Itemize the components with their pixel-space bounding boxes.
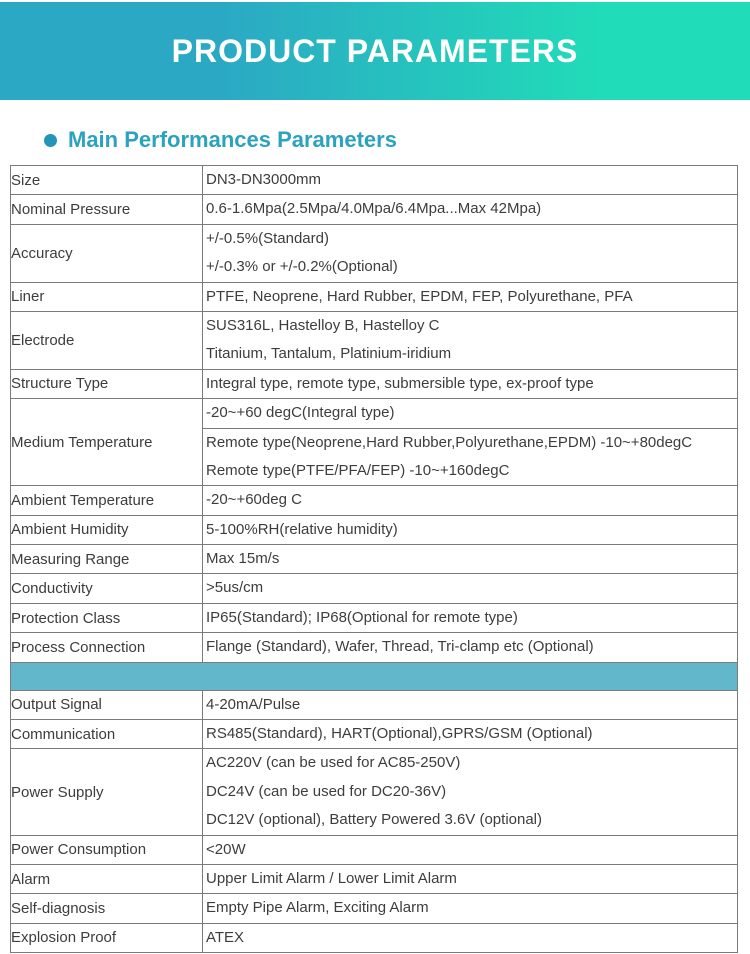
param-value-cell: SUS316L, Hastelloy B, Hastelloy C Titaniu… — [202, 310, 738, 370]
param-value-line: <20W — [206, 840, 246, 858]
param-value-cell: 0.6-1.6Mpa(2.5Mpa/4.0Mpa/6.4Mpa...Max 42… — [202, 194, 738, 225]
table-row: Measuring Range Max 15m/s — [10, 544, 738, 575]
parameters-table-body: Size DN3-DN3000mm Nominal Pressure 0.6-1.6M… — [10, 164, 738, 954]
param-label-cell: Ambient Temperature — [10, 485, 203, 516]
param-value-cell: Integral type, remote type, submersible … — [202, 368, 738, 400]
param-value-line: Upper Limit Alarm / Lower Limit Alarm — [206, 869, 457, 887]
table-row: Medium Temperature -20~+60 degC(Integral … — [10, 398, 738, 487]
param-label-cell: Explosion Proof — [10, 922, 203, 954]
param-label-cell: Output Signal — [10, 689, 203, 721]
param-label-cell: Process Connection — [10, 632, 203, 663]
param-value-cell: -20~+60deg C — [202, 485, 738, 516]
param-value-cell: Flange (Standard), Wafer, Thread, Tri-cl… — [202, 632, 738, 663]
table-row: Power Supply AC220V (can be used for AC85… — [10, 748, 738, 836]
param-value-line: -20~+60 degC(Integral type) — [206, 404, 395, 422]
param-value-cell: +/-0.5%(Standard) +/-0.3% or +/-0.2%(Opti… — [202, 223, 738, 283]
param-label-cell: Ambient Humidity — [10, 514, 203, 546]
param-value-cell: -20~+60 degC(Integral type) — [202, 398, 738, 429]
param-value-line: Titanium, Tantalum, Platinium-iridium — [206, 345, 452, 363]
param-value-cell: PTFE, Neoprene, Hard Rubber, EPDM, FEP, … — [202, 281, 738, 312]
param-value-line: DC24V (can be used for DC20-36V) — [206, 782, 447, 800]
table-row: Ambient Humidity 5-100%RH(relative humidi… — [10, 514, 738, 546]
table-row: Accuracy +/-0.5%(Standard) +/-0.3% or +/-0… — [10, 223, 738, 283]
param-label-cell: Liner — [10, 281, 203, 312]
param-value-line: >5us/cm — [206, 579, 264, 597]
section-band — [10, 661, 738, 691]
table-row: Ambient Temperature -20~+60deg C — [10, 485, 738, 516]
param-label-cell: Accuracy — [10, 223, 203, 283]
param-label-cell: Self-diagnosis — [10, 893, 203, 924]
param-value-cell: Remote type(Neoprene,Hard Rubber,Polyure… — [202, 427, 738, 487]
param-value-line: +/-0.3% or +/-0.2%(Optional) — [206, 258, 398, 276]
param-value-cell: Max 15m/s — [202, 544, 738, 575]
param-value-line: Empty Pipe Alarm, Exciting Alarm — [206, 899, 429, 917]
param-label-cell: Power Consumption — [10, 834, 203, 865]
param-label-cell: Protection Class — [10, 602, 203, 634]
param-value-line: IP65(Standard); IP68(Optional for remote… — [206, 608, 518, 626]
param-value-cell: 5-100%RH(relative humidity) — [202, 514, 738, 546]
param-value-cell: >5us/cm — [202, 573, 738, 604]
param-value-line: SUS316L, Hastelloy B, Hastelloy C — [206, 316, 440, 334]
param-value-line: 0.6-1.6Mpa(2.5Mpa/4.0Mpa/6.4Mpa...Max 42… — [206, 200, 542, 218]
table-row: Conductivity >5us/cm — [10, 573, 738, 604]
table-row: Nominal Pressure 0.6-1.6Mpa(2.5Mpa/4.0Mpa… — [10, 194, 738, 225]
param-label-cell: Structure Type — [10, 368, 203, 400]
param-label-cell: Measuring Range — [10, 544, 203, 575]
param-value-line: Remote type(Neoprene,Hard Rubber,Polyure… — [206, 433, 693, 451]
param-value-line: DC12V (optional), Battery Powered 3.6V (… — [206, 811, 543, 829]
table-row: Alarm Upper Limit Alarm / Lower Limit Ala… — [10, 863, 738, 895]
table-row: Structure Type Integral type, remote type… — [10, 368, 738, 400]
section-title: Main Performances Parameters — [68, 127, 397, 152]
param-label-cell: Conductivity — [10, 573, 203, 604]
param-value-cell: DN3-DN3000mm — [202, 164, 738, 196]
param-label-cell: Electrode — [10, 310, 203, 370]
param-value-cell: RS485(Standard), HART(Optional),GPRS/GSM… — [202, 719, 738, 750]
param-value-line: ATEX — [206, 928, 245, 946]
param-value-cell: IP65(Standard); IP68(Optional for remote… — [202, 602, 738, 634]
table-row: Communication RS485(Standard), HART(Optio… — [10, 719, 738, 750]
param-value-line: +/-0.5%(Standard) — [206, 229, 329, 247]
page-title: PRODUCT PARAMETERS — [171, 32, 579, 69]
param-label-cell: Communication — [10, 719, 203, 750]
table-row: Explosion Proof ATEX — [10, 922, 738, 954]
parameters-table: Size DN3-DN3000mm Nominal Pressure 0.6-1.6M… — [10, 164, 738, 954]
param-value-cell: Empty Pipe Alarm, Exciting Alarm — [202, 893, 738, 924]
param-value-line: Flange (Standard), Wafer, Thread, Tri-cl… — [206, 638, 594, 656]
param-value-line: 5-100%RH(relative humidity) — [206, 520, 398, 538]
table-row: Self-diagnosis Empty Pipe Alarm, Exciting… — [10, 893, 738, 924]
param-value-cell: <20W — [202, 834, 738, 865]
param-label-cell: Nominal Pressure — [10, 194, 203, 225]
param-label-cell: Size — [10, 164, 203, 196]
table-row: Protection Class IP65(Standard); IP68(Opt… — [10, 602, 738, 634]
param-label-cell: Medium Temperature — [10, 398, 203, 487]
param-value-line: Integral type, remote type, submersible … — [206, 374, 594, 392]
table-row: Process Connection Flange (Standard), Waf… — [10, 632, 738, 663]
param-value-line: Max 15m/s — [206, 550, 280, 568]
table-row: Liner PTFE, Neoprene, Hard Rubber, EPDM, … — [10, 281, 738, 312]
bullet-icon — [44, 133, 57, 147]
param-value-line: AC220V (can be used for AC85-250V) — [206, 754, 461, 772]
section-band-row — [10, 661, 738, 691]
param-label-cell: Alarm — [10, 863, 203, 895]
table-row: Electrode SUS316L, Hastelloy B, Hastelloy… — [10, 310, 738, 370]
table-row: Size DN3-DN3000mm — [10, 164, 738, 196]
param-value-line: RS485(Standard), HART(Optional),GPRS/GSM… — [206, 725, 593, 743]
param-label-cell: Power Supply — [10, 748, 203, 836]
param-value-cell: ATEX — [202, 922, 738, 954]
table-row: Remote type(Neoprene,Hard Rubber,Polyure… — [11, 427, 738, 487]
section-heading: Main Performances Parameters — [44, 127, 750, 153]
param-value-line: -20~+60deg C — [206, 491, 302, 509]
param-value-line: 4-20mA/Pulse — [206, 695, 301, 713]
param-value-cell: 4-20mA/Pulse — [202, 689, 738, 721]
param-value-line: DN3-DN3000mm — [206, 171, 322, 188]
page-banner: PRODUCT PARAMETERS — [0, 2, 750, 100]
param-value-cell: AC220V (can be used for AC85-250V) DC24V … — [202, 748, 738, 836]
param-value-cell: Upper Limit Alarm / Lower Limit Alarm — [202, 863, 738, 895]
table-row: Output Signal 4-20mA/Pulse — [10, 689, 738, 721]
param-value-line: Remote type(PTFE/PFA/FEP) -10~+160degC — [206, 461, 510, 479]
param-value-line: PTFE, Neoprene, Hard Rubber, EPDM, FEP, … — [206, 287, 633, 305]
table-row: Power Consumption <20W — [10, 834, 738, 865]
